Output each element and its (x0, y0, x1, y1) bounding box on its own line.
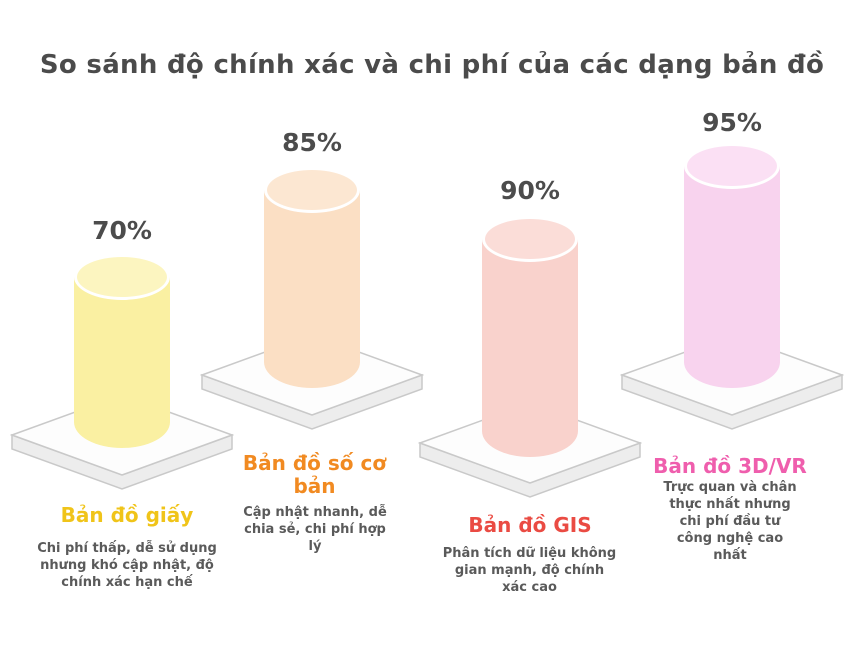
cylinder-body (264, 190, 360, 388)
description-basic-digital-map: Cập nhật nhanh, dễ chia sẻ, chi phí hợp … (243, 505, 387, 554)
description-gis-map: Phân tích dữ liệu không gian mạnh, độ ch… (442, 546, 617, 595)
chart-title: So sánh độ chính xác và chi phí của các … (39, 50, 825, 80)
value-label-paper-map: 70% (92, 216, 152, 245)
cylinder-body (684, 166, 780, 388)
category-label-3dvr-map: Bản đồ 3D/VR (653, 454, 807, 478)
category-label-paper-map: Bản đồ giấy (60, 503, 194, 527)
cylinder-bar-paper-map (74, 254, 170, 448)
cylinder-top-ellipse (482, 216, 578, 262)
value-label-gis-map: 90% (500, 176, 560, 205)
cylinder-body (482, 239, 578, 457)
description-3dvr-map: Trực quan và chân thực nhất nhưng chi ph… (663, 480, 797, 563)
cylinder-top-ellipse (74, 254, 170, 300)
cylinder-bar-3dvr-map (684, 143, 780, 388)
cylinder-top-ellipse (264, 167, 360, 213)
description-paper-map: Chi phí thấp, dễ sử dụng nhưng khó cập n… (37, 541, 217, 590)
value-label-basic-digital-map: 85% (282, 128, 342, 157)
cylinder-body (74, 277, 170, 448)
value-label-3dvr-map: 95% (702, 108, 762, 137)
category-label-gis-map: Bản đồ GIS (468, 513, 592, 537)
cylinder-top-ellipse (684, 143, 780, 189)
category-label-basic-digital-map: Bản đồ số cơ bản (242, 451, 387, 498)
cylinder-bar-gis-map (482, 216, 578, 457)
cylinder-bar-basic-digital-map (264, 167, 360, 388)
